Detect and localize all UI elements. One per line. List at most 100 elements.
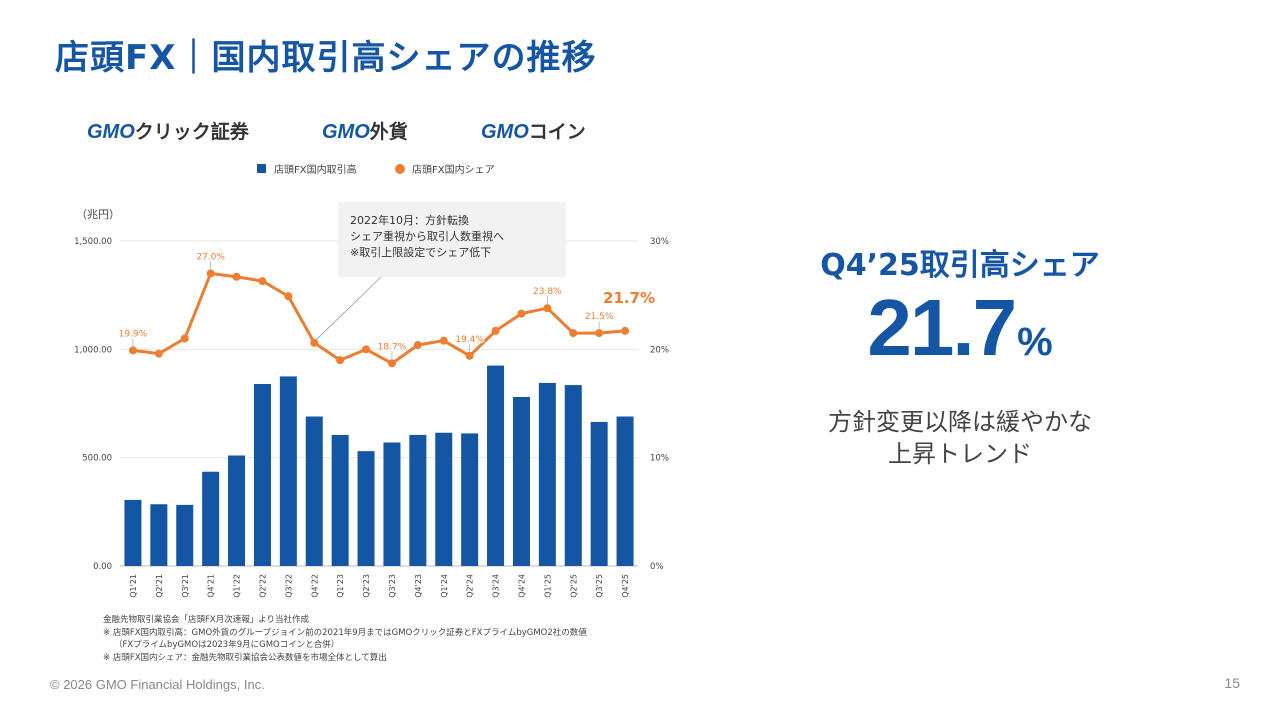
- share-point: [258, 277, 267, 286]
- left-axis-tick: 0.00: [93, 562, 112, 572]
- left-axis-tick: 1,500.00: [74, 237, 112, 247]
- share-point: [465, 351, 474, 360]
- share-point: [128, 346, 137, 355]
- x-axis-tick: Q2'25: [569, 574, 578, 598]
- left-axis-tick: 500.00: [82, 454, 112, 464]
- footnote: ※ 店頭FX国内取引高：GMO外貨のグループジョイン前の2021年9月まではGM…: [103, 627, 587, 638]
- bar: [279, 376, 297, 566]
- bar: [409, 434, 427, 566]
- share-point: [154, 349, 163, 358]
- x-axis-tick: Q3'21: [181, 574, 190, 598]
- legend-label-line: 店頭FX国内シェア: [412, 163, 495, 176]
- x-axis-tick: Q1'22: [233, 574, 242, 598]
- right-axis-tick: 30%: [650, 237, 669, 247]
- x-axis-tick: Q2'21: [155, 574, 164, 598]
- share-point-label: 21.5%: [585, 312, 614, 322]
- share-value-unit: %: [1017, 320, 1053, 364]
- copyright: © 2026 GMO Financial Holdings, Inc.: [50, 677, 265, 692]
- share-point-label: 18.7%: [378, 342, 407, 352]
- bar: [383, 442, 401, 566]
- share-value-number: 21.7: [867, 283, 1017, 372]
- x-axis-tick: Q3'22: [284, 574, 293, 598]
- bar: [616, 416, 634, 566]
- x-axis-tick: Q1'25: [543, 574, 552, 598]
- share-point: [284, 292, 293, 301]
- bar: [487, 365, 505, 566]
- share-point-label: 19.4%: [455, 335, 484, 345]
- x-axis-tick: Q3'23: [388, 574, 397, 598]
- x-axis-tick: Q1'23: [336, 574, 345, 598]
- legend-label-bar: 店頭FX国内取引高: [274, 163, 357, 176]
- share-point: [206, 269, 215, 278]
- footnote: ※ 店頭FX国内シェア：金融先物取引業協会公表数値を市場全体として算出: [103, 652, 387, 663]
- x-axis-tick: Q3'25: [595, 574, 604, 598]
- share-point: [621, 326, 630, 335]
- x-axis-tick: Q2'24: [466, 574, 475, 598]
- page-number: 15: [1224, 675, 1240, 691]
- trend-description: 方針変更以降は緩やかな 上昇トレンド: [828, 408, 1092, 468]
- annotation-leader: [315, 275, 383, 341]
- bar: [512, 397, 530, 566]
- footnote: 金融先物取引業協会「店頭FX月次速報」より当社作成: [103, 615, 310, 625]
- share-point-label: 21.7%: [603, 289, 655, 307]
- legend-swatch-line: [395, 164, 405, 174]
- right-axis-tick: 10%: [650, 454, 669, 464]
- annotation-text: ※取引上限設定でシェア低下: [350, 245, 491, 259]
- x-axis-tick: Q1'21: [129, 574, 138, 598]
- share-point: [232, 272, 241, 281]
- share-headline: Q4’25取引高シェア: [820, 248, 1100, 283]
- share-point: [362, 345, 371, 354]
- footnote: （FXプライムbyGMOは2023年9月にGMOコインと合併）: [114, 640, 340, 650]
- share-point: [180, 334, 189, 343]
- right-axis-tick: 0%: [650, 562, 664, 572]
- share-point: [387, 359, 396, 368]
- left-axis-tick: 1,000.00: [74, 345, 112, 355]
- bar: [538, 382, 556, 566]
- share-point: [439, 336, 448, 345]
- x-axis-tick: Q4'22: [310, 574, 319, 598]
- bar: [253, 384, 271, 566]
- left-axis-label: （兆円）: [76, 208, 120, 221]
- annotation-text: シェア重視から取引人数重視へ: [350, 229, 504, 243]
- bar: [357, 451, 375, 566]
- x-axis-tick: Q3'24: [492, 574, 501, 598]
- brand-logo-gmo-click: GMOクリック証券: [87, 121, 249, 143]
- annotation-text: 2022年10月：方針転換: [350, 213, 469, 227]
- bar: [228, 455, 246, 566]
- share-point: [310, 338, 319, 347]
- share-point-label: 27.0%: [196, 253, 225, 263]
- share-value: 21.7%: [810, 282, 1110, 374]
- share-point: [336, 356, 345, 365]
- share-point-label: 19.9%: [119, 329, 148, 339]
- x-axis-tick: Q4'23: [414, 574, 423, 598]
- x-axis-tick: Q4'25: [621, 574, 630, 598]
- legend-swatch-bar: [257, 164, 266, 173]
- bar: [331, 434, 349, 566]
- x-axis-tick: Q1'24: [440, 574, 449, 598]
- share-point: [413, 341, 422, 349]
- share-point: [595, 329, 604, 338]
- x-axis-tick: Q4'24: [517, 574, 526, 598]
- brand-logo-gmo-gaika: GMO外貨: [322, 121, 408, 143]
- share-point: [569, 329, 578, 338]
- annotation-box: [338, 202, 566, 277]
- brand-logo-gmo-coin: GMOコイン: [481, 121, 586, 143]
- share-point-label: 23.8%: [533, 287, 562, 297]
- bar: [564, 385, 582, 566]
- bar: [176, 504, 194, 566]
- bar: [124, 499, 142, 566]
- bar: [590, 421, 608, 566]
- share-point: [491, 326, 500, 335]
- bar: [305, 416, 323, 566]
- bar: [150, 504, 168, 566]
- share-line: [132, 272, 626, 365]
- footnotes: 金融先物取引業協会「店頭FX月次速報」より当社作成 ※ 店頭FX国内取引高：GM…: [103, 614, 587, 664]
- bar: [202, 471, 220, 566]
- x-axis-tick: Q2'23: [362, 574, 371, 598]
- share-point: [543, 304, 552, 313]
- share-chart: 店頭FX国内取引高 店頭FX国内シェア （兆円） 0.00 0% 500.00 10% 1,0…: [74, 163, 669, 598]
- x-axis-tick: Q2'22: [258, 574, 267, 598]
- page-title: 店頭FX｜国内取引高シェアの推移: [55, 38, 597, 78]
- bar: [461, 433, 479, 566]
- x-axis-tick: Q4'21: [207, 574, 216, 598]
